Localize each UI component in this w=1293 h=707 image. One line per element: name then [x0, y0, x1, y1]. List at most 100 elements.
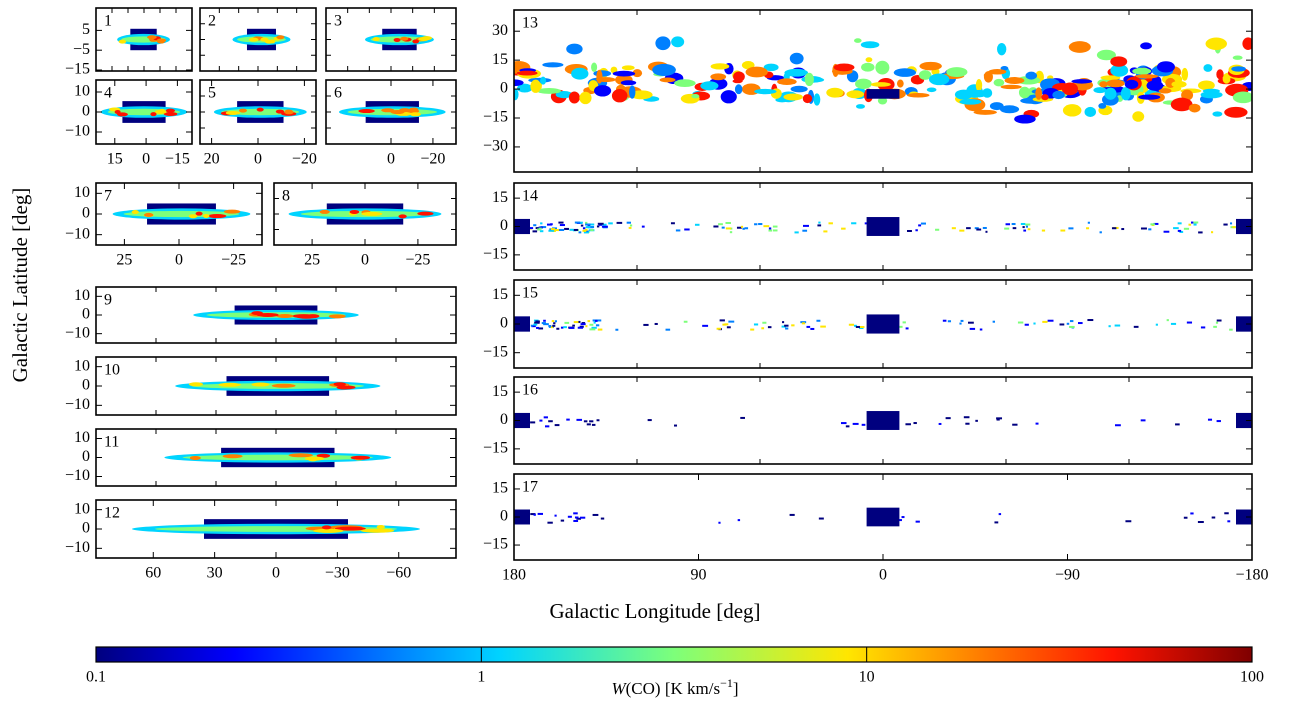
x-tick-label: 0: [387, 151, 395, 168]
map-dot: [597, 328, 603, 331]
map-dot: [1069, 325, 1075, 328]
map-dot: [1173, 227, 1179, 230]
map: [132, 519, 420, 539]
map-dot: [559, 224, 565, 227]
map-emission: [412, 39, 420, 44]
map-dot: [684, 228, 690, 231]
map-emission: [248, 37, 259, 42]
map-dot: [1140, 419, 1146, 422]
map-dot: [579, 221, 583, 224]
map-dot: [966, 227, 971, 230]
x-tick-label: 180: [502, 567, 526, 584]
map-emission: [783, 93, 803, 101]
map-dot: [588, 226, 595, 229]
map-dot: [818, 517, 824, 520]
y-tick-label: 0: [500, 315, 508, 332]
map-dot: [1108, 325, 1111, 328]
map-emission: [1212, 111, 1223, 117]
map-emission: [218, 382, 241, 387]
map-emission: [983, 72, 993, 79]
y-tick-label: 0: [500, 80, 508, 97]
map-dot: [979, 328, 983, 331]
map-dot: [585, 223, 591, 226]
map-emission: [1018, 86, 1031, 99]
map-emission: [1146, 80, 1164, 91]
map-dot: [1170, 322, 1177, 325]
y-tick-label: 15: [492, 383, 508, 400]
map-dot: [582, 227, 586, 230]
map-dot: [579, 325, 584, 328]
map-emission: [358, 109, 375, 114]
map-emission: [999, 105, 1020, 114]
map-dot: [1179, 230, 1184, 233]
map-emission: [897, 79, 904, 88]
map-dot: [595, 324, 600, 327]
panel: 14 15 0 −15: [483, 182, 1253, 271]
y-tick-label: 10: [74, 357, 90, 374]
map-dot: [674, 424, 678, 427]
map-dot: [1227, 520, 1231, 523]
map-dot: [548, 229, 555, 232]
map-dot: [541, 322, 546, 325]
map-dot: [806, 325, 811, 328]
map-dot: [800, 321, 807, 324]
map-dot: [578, 231, 582, 234]
map-dot: [560, 326, 564, 329]
x-tick-label: 25: [116, 252, 132, 269]
map-dot: [1024, 323, 1029, 326]
map-emission: [1035, 87, 1043, 100]
map-dot: [1177, 222, 1182, 225]
panel-label: 1: [104, 13, 112, 30]
map-dot: [543, 323, 549, 326]
map-emission: [989, 102, 1004, 111]
map-dot: [573, 519, 579, 522]
y-tick-label: −5: [73, 41, 90, 58]
map-dot: [791, 324, 795, 327]
map-dot: [772, 225, 778, 228]
map-dot: [975, 419, 978, 422]
map-dot: [540, 226, 547, 229]
map-dot: [585, 221, 588, 224]
panel-label: 8: [282, 188, 290, 205]
map-emission: [594, 85, 612, 97]
map: [339, 101, 446, 123]
y-tick-label: −10: [65, 123, 90, 140]
map-dot: [538, 327, 544, 330]
y-tick-label: −10: [65, 539, 90, 556]
map-emission: [165, 108, 176, 113]
map-dot: [594, 319, 598, 322]
map-emission: [855, 104, 865, 109]
map-emission: [1099, 81, 1108, 88]
map-dot: [530, 324, 533, 327]
map-dot: [1186, 321, 1193, 324]
panel-label: 7: [104, 188, 112, 205]
map-dot: [596, 419, 600, 422]
map-emission: [304, 456, 325, 461]
map-dot: [569, 228, 574, 231]
map-emission: [292, 314, 315, 319]
map-dot: [592, 319, 598, 322]
panel: 13 30 15 0 −15 −30: [483, 9, 1253, 173]
map-dot: [768, 227, 772, 230]
map-emission: [156, 39, 165, 44]
map-emission: [1232, 91, 1252, 104]
map-dot: [1197, 521, 1204, 524]
map-dot: [566, 418, 570, 421]
map-dot: [596, 225, 600, 228]
map-emission: [813, 93, 821, 106]
panel-label: 3: [334, 13, 342, 30]
map-dot: [992, 320, 996, 323]
map-dot: [915, 520, 920, 523]
map-emission: [1104, 87, 1117, 100]
map-dot: [544, 425, 550, 428]
map-dot: [584, 228, 588, 231]
map-dot: [905, 423, 911, 426]
y-tick-label: −10: [65, 467, 90, 484]
map-dot: [576, 418, 583, 421]
map-emission: [659, 77, 676, 83]
map-emission: [826, 87, 844, 98]
y-tick-label: 0: [82, 520, 90, 537]
y-tick-label: −15: [483, 343, 508, 360]
map-dot: [784, 324, 789, 327]
panel-label: 9: [104, 292, 112, 309]
